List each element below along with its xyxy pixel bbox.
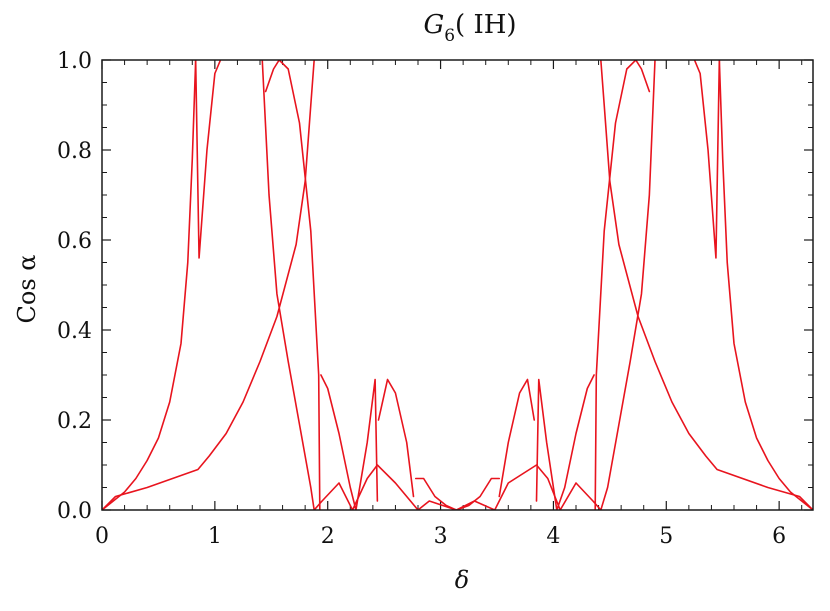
x-tick-label: 0 — [95, 524, 109, 549]
y-tick-label: 0.8 — [57, 139, 92, 164]
x-tick-label: 5 — [659, 524, 673, 549]
x-axis-label: δ — [455, 566, 469, 594]
series-line-8 — [414, 477, 501, 510]
x-tick-label: 4 — [546, 524, 560, 549]
series-line-11 — [594, 60, 651, 510]
chart-title-suffix: ( IH) — [455, 10, 517, 40]
x-tick-labels: 0 1 2 3 4 5 6 — [95, 524, 786, 549]
y-tick-label: 0.4 — [57, 319, 92, 344]
x-tick-label: 1 — [208, 524, 222, 549]
x-tick-label: 2 — [321, 524, 335, 549]
series-layer — [102, 60, 813, 510]
chart-title: G6( IH) — [423, 10, 516, 46]
series-line-13 — [693, 60, 721, 259]
series-line-12 — [600, 60, 813, 510]
y-tick-label: 0.6 — [57, 229, 92, 254]
chart-title-subscript: 6 — [444, 26, 455, 46]
series-line-2 — [194, 60, 222, 259]
y-tick-label: 0.0 — [57, 499, 92, 524]
series-line-1 — [102, 60, 197, 510]
x-tick-label: 6 — [772, 524, 786, 549]
y-tick-label: 0.2 — [57, 409, 92, 434]
series-line-10 — [535, 374, 595, 510]
y-tick-label: 1.0 — [57, 49, 92, 74]
series-line-6 — [320, 374, 379, 510]
series-line-14 — [718, 60, 813, 510]
y-tick-labels: 0.0 0.2 0.4 0.6 0.8 1.0 — [57, 49, 92, 524]
plot-frame — [101, 59, 814, 511]
series-line-3 — [102, 60, 315, 510]
chart-title-main: G — [423, 10, 444, 40]
series-line-9 — [498, 378, 536, 498]
x-tick-label: 3 — [434, 524, 448, 549]
series-line-7 — [377, 378, 415, 498]
series-line-5 — [264, 60, 321, 510]
y-axis-label: Cos α — [13, 255, 41, 324]
series-line-4 — [261, 60, 656, 510]
